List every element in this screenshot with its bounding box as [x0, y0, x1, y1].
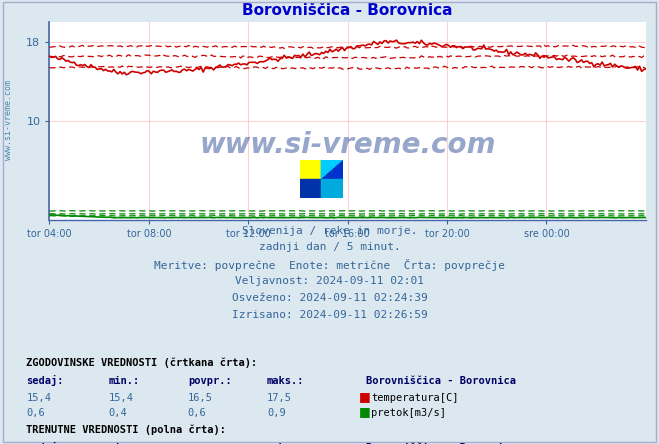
Text: Izrisano: 2024-09-11 02:26:59: Izrisano: 2024-09-11 02:26:59	[231, 310, 428, 320]
Text: maks.:: maks.:	[267, 443, 304, 444]
Text: 15,4: 15,4	[109, 393, 134, 403]
Text: Veljavnost: 2024-09-11 02:01: Veljavnost: 2024-09-11 02:01	[235, 276, 424, 286]
Text: 17,5: 17,5	[267, 393, 292, 403]
Text: 16,5: 16,5	[188, 393, 213, 403]
Text: sedaj:: sedaj:	[26, 375, 64, 386]
Text: 15,4: 15,4	[26, 393, 51, 403]
Text: povpr.:: povpr.:	[188, 376, 231, 386]
Text: ZGODOVINSKE VREDNOSTI (črtkana črta):: ZGODOVINSKE VREDNOSTI (črtkana črta):	[26, 358, 258, 369]
Text: zadnji dan / 5 minut.: zadnji dan / 5 minut.	[258, 242, 401, 253]
Text: 0,6: 0,6	[188, 408, 206, 418]
Text: Borovniščica - Borovnica: Borovniščica - Borovnica	[366, 443, 516, 444]
Text: 0,6: 0,6	[26, 408, 45, 418]
Text: min.:: min.:	[109, 443, 140, 444]
Bar	[322, 179, 343, 198]
Text: min.:: min.:	[109, 376, 140, 386]
Text: pretok[m3/s]: pretok[m3/s]	[371, 408, 446, 418]
Text: TRENUTNE VREDNOSTI (polna črta):: TRENUTNE VREDNOSTI (polna črta):	[26, 425, 226, 436]
Text: temperatura[C]: temperatura[C]	[371, 393, 459, 403]
Title: Borovniščica - Borovnica: Borovniščica - Borovnica	[243, 3, 453, 18]
Text: maks.:: maks.:	[267, 376, 304, 386]
Text: www.si-vreme.com: www.si-vreme.com	[4, 80, 13, 160]
Text: 0,9: 0,9	[267, 408, 285, 418]
Text: sedaj:: sedaj:	[26, 442, 64, 444]
Bar	[300, 179, 322, 198]
Text: povpr.:: povpr.:	[188, 443, 231, 444]
Polygon shape	[322, 160, 343, 179]
Text: Meritve: povprečne  Enote: metrične  Črta: povprečje: Meritve: povprečne Enote: metrične Črta:…	[154, 259, 505, 271]
Text: 0,4: 0,4	[109, 408, 127, 418]
Bar	[300, 160, 322, 179]
Text: Slovenija / reke in morje.: Slovenija / reke in morje.	[242, 226, 417, 236]
Polygon shape	[322, 160, 343, 179]
Text: Borovniščica - Borovnica: Borovniščica - Borovnica	[366, 376, 516, 386]
Text: ■: ■	[359, 390, 371, 403]
Text: ■: ■	[359, 404, 371, 418]
Text: www.si-vreme.com: www.si-vreme.com	[200, 131, 496, 159]
Text: Osveženo: 2024-09-11 02:24:39: Osveženo: 2024-09-11 02:24:39	[231, 293, 428, 303]
